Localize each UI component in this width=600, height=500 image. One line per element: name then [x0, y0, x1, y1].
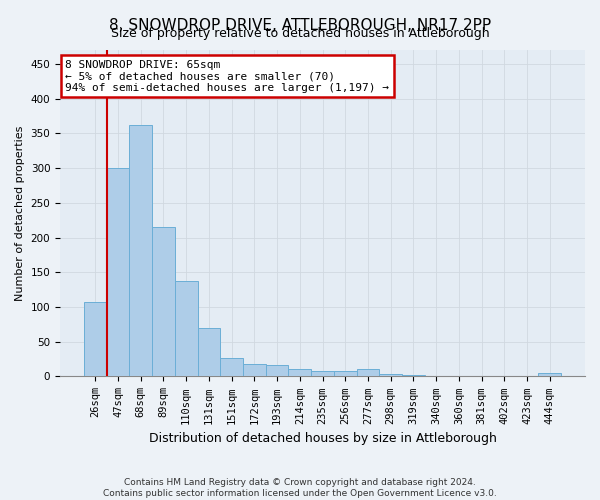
- Text: Contains HM Land Registry data © Crown copyright and database right 2024.
Contai: Contains HM Land Registry data © Crown c…: [103, 478, 497, 498]
- Text: 8, SNOWDROP DRIVE, ATTLEBOROUGH, NR17 2PP: 8, SNOWDROP DRIVE, ATTLEBOROUGH, NR17 2P…: [109, 18, 491, 32]
- Bar: [334, 371, 356, 376]
- Bar: [220, 358, 243, 376]
- Bar: [289, 370, 311, 376]
- Bar: [107, 168, 130, 376]
- Bar: [152, 227, 175, 376]
- Bar: [175, 280, 197, 376]
- Bar: [356, 370, 379, 376]
- Bar: [379, 374, 402, 376]
- Text: 8 SNOWDROP DRIVE: 65sqm
← 5% of detached houses are smaller (70)
94% of semi-det: 8 SNOWDROP DRIVE: 65sqm ← 5% of detached…: [65, 60, 389, 93]
- Bar: [197, 328, 220, 376]
- Bar: [84, 302, 107, 376]
- Bar: [311, 371, 334, 376]
- Bar: [130, 125, 152, 376]
- Text: Size of property relative to detached houses in Attleborough: Size of property relative to detached ho…: [110, 28, 490, 40]
- X-axis label: Distribution of detached houses by size in Attleborough: Distribution of detached houses by size …: [149, 432, 496, 445]
- Bar: [538, 373, 561, 376]
- Bar: [266, 364, 289, 376]
- Bar: [402, 375, 425, 376]
- Bar: [243, 364, 266, 376]
- Y-axis label: Number of detached properties: Number of detached properties: [15, 126, 25, 301]
